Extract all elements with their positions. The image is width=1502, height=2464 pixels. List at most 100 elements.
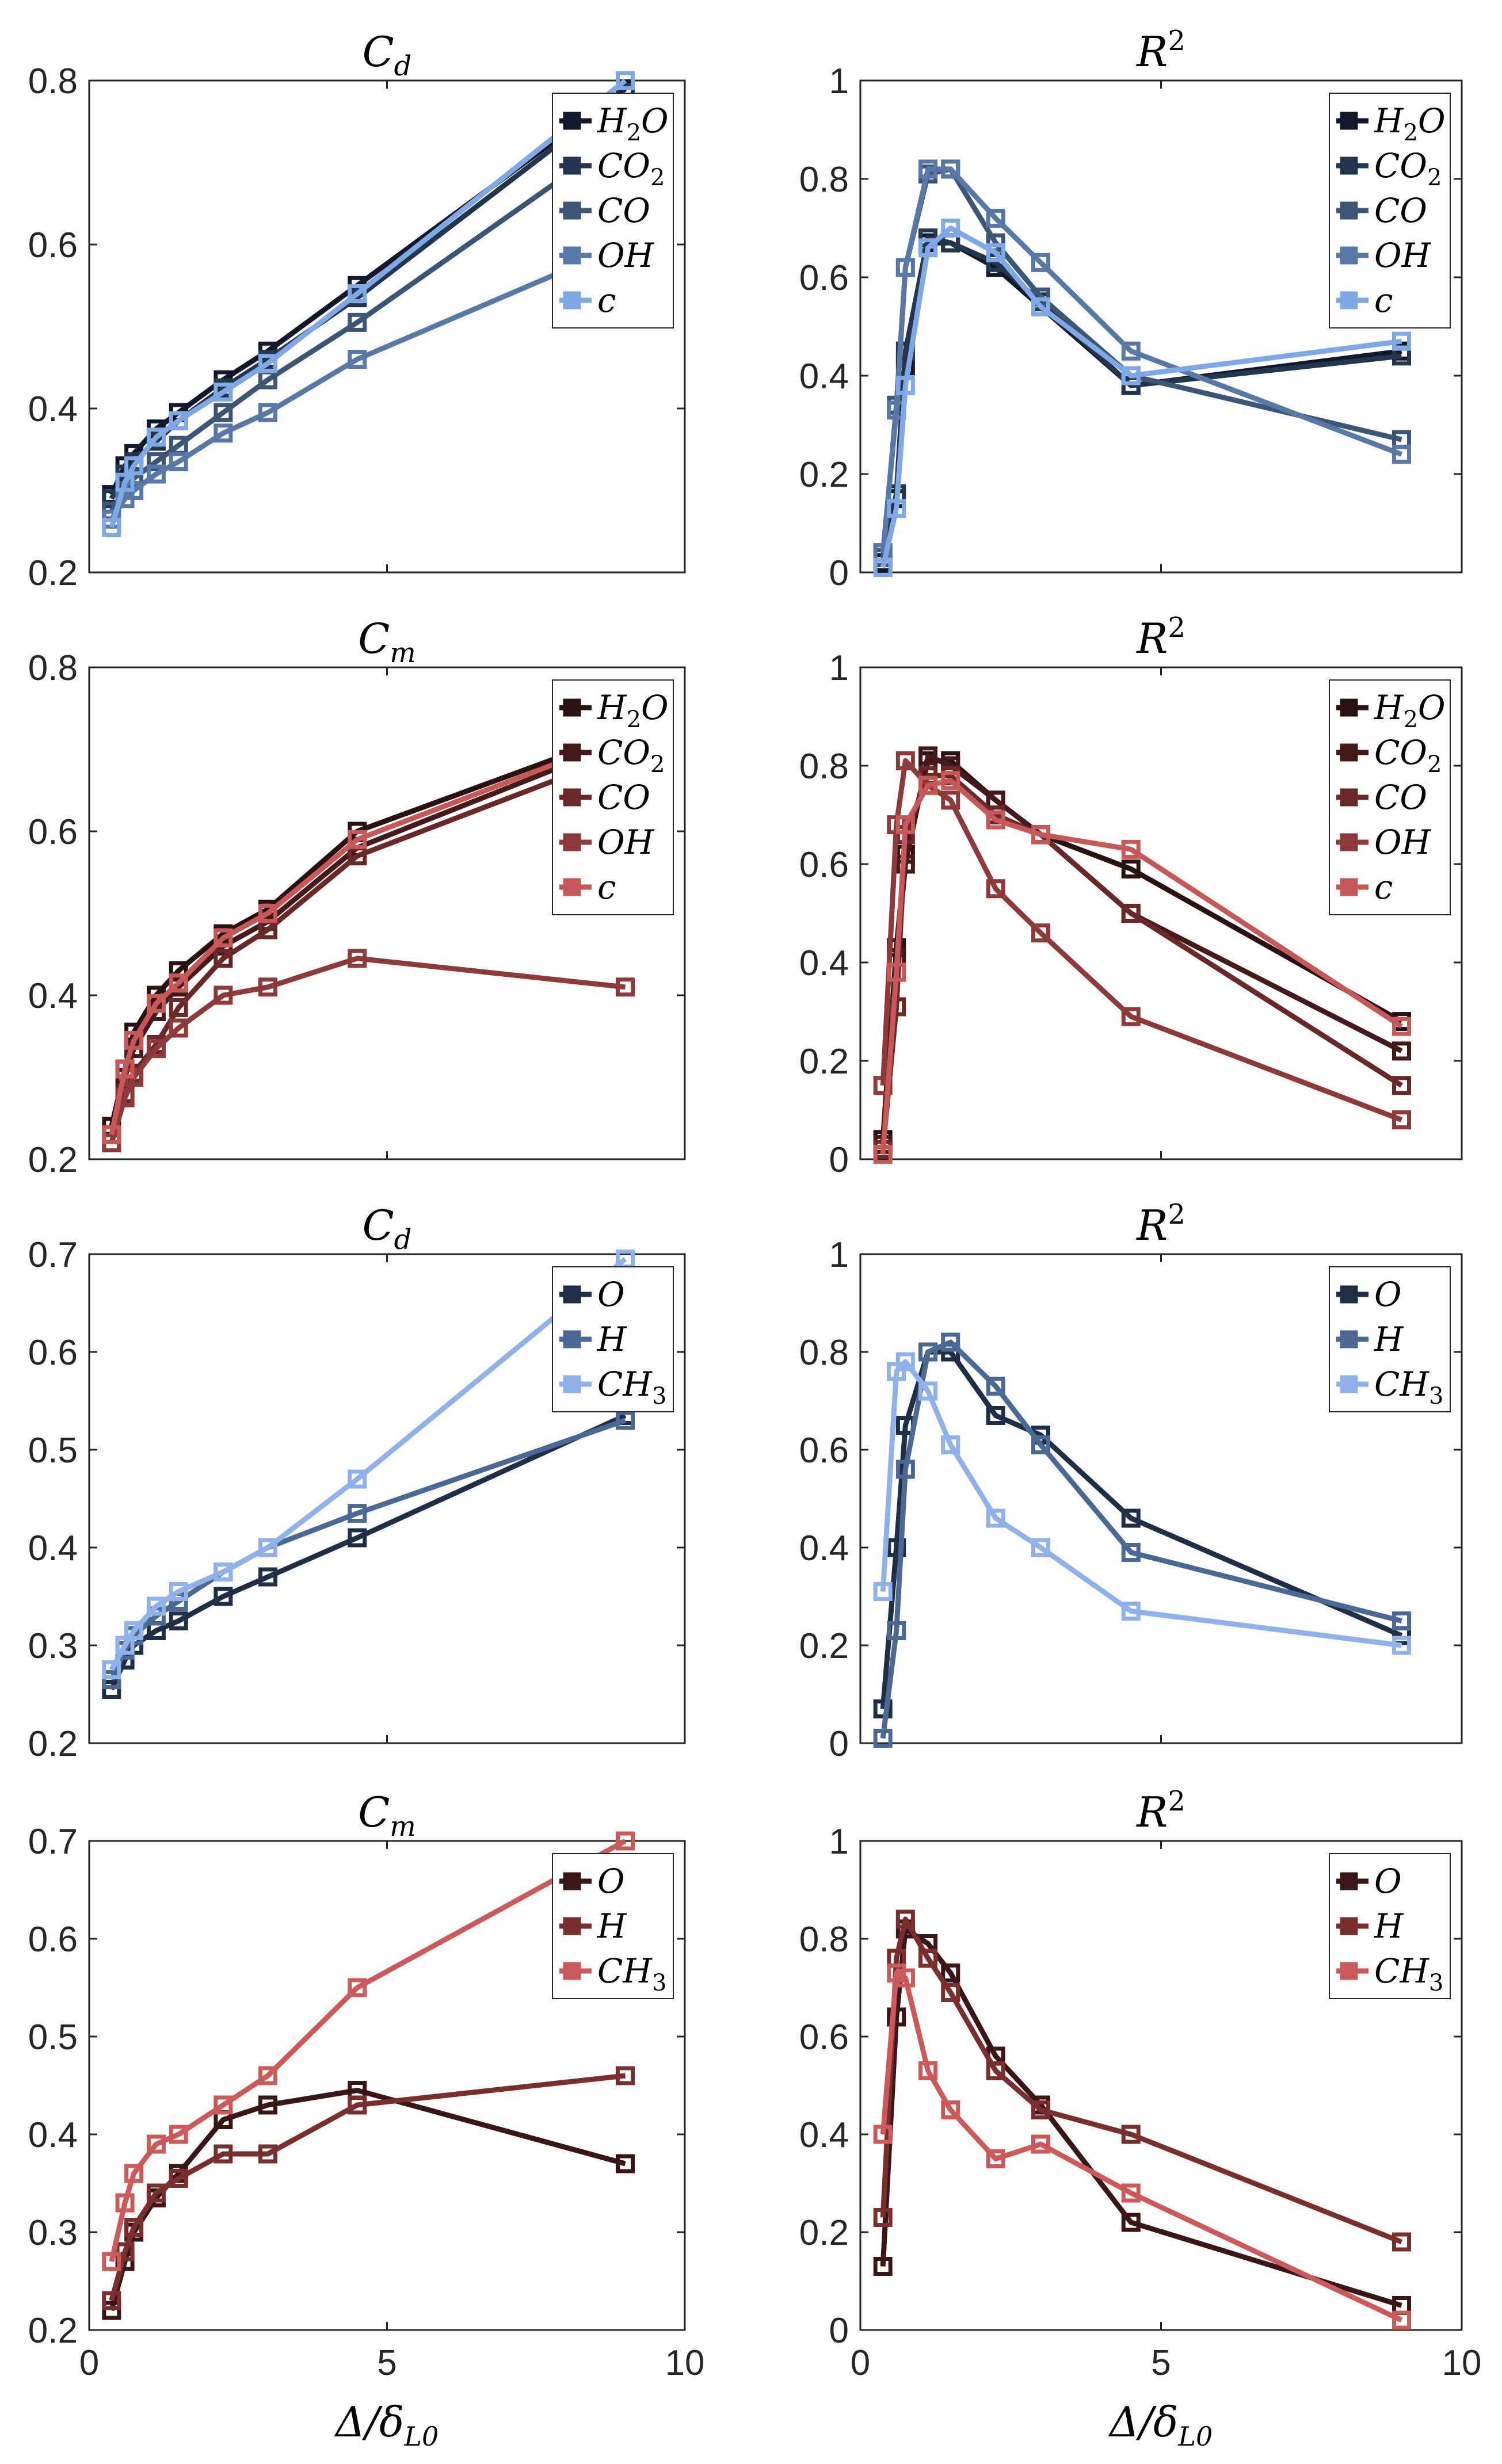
legend-label-main: CO [1374,191,1427,230]
data-point [986,243,1005,262]
legend-label-main: H [1374,688,1404,727]
data-point [1031,2100,1050,2119]
legend-swatch-marker [563,1872,581,1890]
legend: OH CH3 [552,1853,674,1999]
data-point [941,1983,960,2002]
x-tick-label: 0 [79,2343,99,2383]
data-point [616,1831,635,1851]
data-point [887,1621,906,1640]
data-point [258,977,277,997]
data-point [1392,2310,1411,2330]
y-tick-label: 0.6 [28,812,78,852]
data-point [214,2095,233,2115]
data-point [146,1039,166,1059]
legend-label-main: CO [597,733,650,772]
chart-title-main: R [1135,614,1168,663]
legend-label-main: H [1374,1320,1404,1359]
data-point [895,751,915,770]
legend-swatch-marker [1340,1330,1358,1348]
data-point [169,2125,188,2144]
data-point [941,1332,960,1352]
legend-swatch-marker [1340,201,1358,220]
legend-swatch-marker [563,743,581,762]
chart-title-superscript: 2 [1168,1785,1185,1817]
chart-title: R2 [1135,25,1185,76]
data-point [918,1342,938,1362]
legend-label: O [597,1275,625,1314]
chart-title-superscript: 2 [1168,1198,1185,1231]
y-tick-label: 0.7 [28,1822,78,1862]
legend-label-main: CO [597,778,650,817]
x-tick-label: 10 [665,2343,705,2383]
data-point [918,746,938,766]
legend-swatch-marker [563,878,581,896]
chart-title: R2 [1135,1785,1185,1836]
data-point [102,1125,121,1144]
data-point [258,2144,277,2164]
data-point [895,1352,915,1372]
series-line-4 [880,166,1403,553]
x-axis-label-main: Δ/δ [334,2398,405,2446]
data-point [1121,341,1141,361]
data-point [1031,297,1050,316]
legend-label: CH3 [1374,1951,1443,1996]
legend-label-main: H [1374,101,1404,140]
data-point [214,928,233,948]
series-line-1 [880,1349,1403,1709]
legend-swatch-marker [563,112,581,130]
legend-label: CO [597,191,650,230]
data-point [918,1949,938,1968]
y-tick-label: 0.4 [799,1529,849,1568]
chart-title-subscript: d [394,1224,412,1256]
legend-label-tail: O [641,688,669,727]
series-line-1 [109,1413,627,1691]
data-point [1392,331,1411,351]
y-tick-label: 0.8 [799,747,849,786]
data-point [1121,2125,1141,2144]
data-point [1392,1611,1411,1630]
legend-label-main: CH [1374,1365,1429,1404]
data-point [258,2066,277,2085]
data-point [1031,923,1050,943]
data-point [941,790,960,810]
legend-swatch-marker [563,1917,581,1935]
legend-label-main: c [1374,281,1393,320]
y-tick-label: 0 [829,1140,849,1180]
chart-title-main: C [358,1788,390,1836]
y-tick-label: 0.2 [799,2213,849,2253]
legend-swatch-marker [563,246,581,265]
series-line-3 [109,1257,627,1671]
legend-label-subscript: 2 [1427,751,1442,778]
y-tick-label: 1 [829,648,849,688]
legend-label: H [597,1907,627,1946]
data-point [1392,1110,1411,1130]
y-tick-label: 0.4 [799,357,849,396]
data-point [146,994,166,1013]
legend-swatch-marker [1340,1962,1358,1980]
legend-label: H [597,1320,627,1359]
data-point [348,1504,367,1523]
data-point [258,354,277,373]
y-tick-label: 0.5 [28,2018,78,2057]
legend-label-main: OH [1374,823,1432,862]
legend-label-main: c [597,868,616,907]
chart-panel-7: 0.2 0.3 0.4 0.5 0.6 0.7 0 5 10 Cm OH CH3 [28,1788,705,2383]
data-point [169,1582,188,1601]
legend-label: CO2 [1374,146,1442,191]
data-point [214,383,233,402]
data-point [146,452,166,472]
legend-label: O [1374,1275,1402,1314]
legend-label: CO2 [1374,733,1442,778]
chart-title-main: R [1135,1788,1168,1836]
y-tick-label: 0.2 [28,1140,78,1180]
legend-swatch-marker [1340,246,1358,265]
y-tick-label: 0 [829,1724,849,1764]
series-line-5 [109,78,627,528]
legend-swatch-marker [563,788,581,807]
series-line-1 [109,2088,626,2312]
data-point [348,350,367,369]
